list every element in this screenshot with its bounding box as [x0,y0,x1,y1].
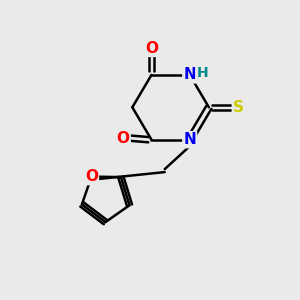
Text: N: N [183,132,196,147]
Text: O: O [145,41,158,56]
Text: O: O [117,131,130,146]
Text: H: H [196,66,208,80]
Text: N: N [183,68,196,82]
Text: O: O [85,169,98,184]
Text: S: S [233,100,244,115]
